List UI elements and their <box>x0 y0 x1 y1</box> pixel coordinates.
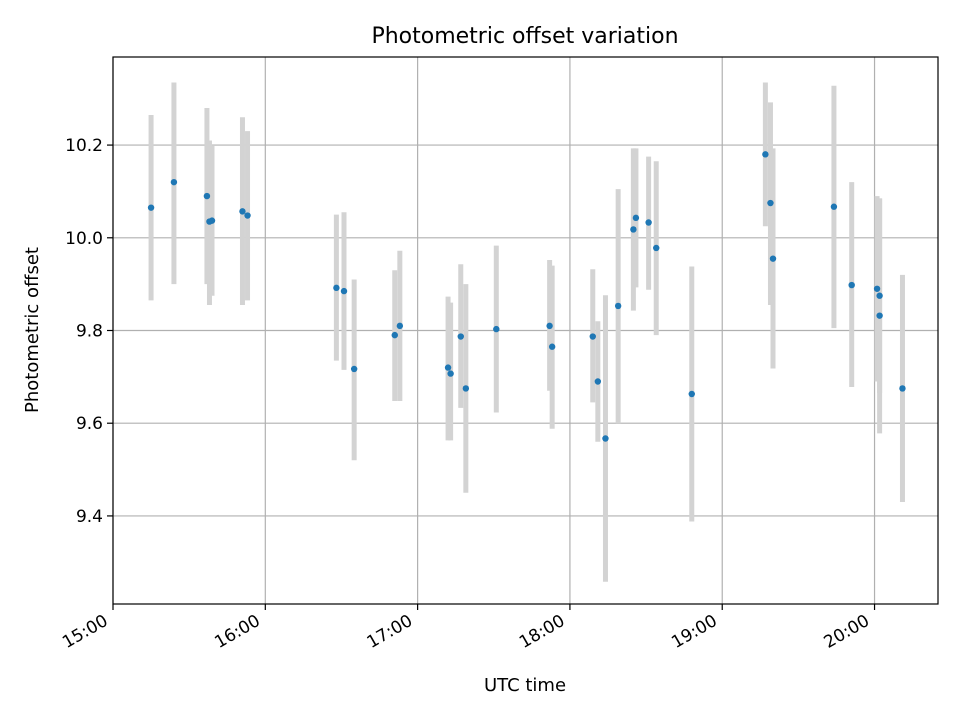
error-bars <box>148 82 905 582</box>
data-point <box>873 285 881 292</box>
data-point <box>462 385 470 392</box>
data-point <box>333 284 340 292</box>
data-point <box>769 255 777 262</box>
data-point <box>630 226 637 233</box>
data-point <box>653 244 660 252</box>
x-tick-label: 19:00 <box>668 611 720 653</box>
data-point <box>546 322 553 330</box>
data-point <box>848 281 855 289</box>
data-point <box>340 287 348 295</box>
data-point <box>208 217 216 224</box>
y-tick-label: 9.4 <box>76 507 103 527</box>
data-point <box>548 343 556 350</box>
data-point <box>602 435 609 442</box>
data-point <box>147 204 155 211</box>
x-tick-label: 15:00 <box>59 611 111 653</box>
data-point <box>614 302 622 310</box>
data-point <box>645 219 652 226</box>
y-tick-label: 9.6 <box>76 414 103 434</box>
data-point <box>594 378 602 385</box>
data-point <box>767 199 774 207</box>
data-point <box>899 385 906 392</box>
data-point <box>170 178 178 186</box>
data-point <box>876 292 883 299</box>
grid-lines <box>112 57 938 604</box>
x-tick-label: 20:00 <box>821 611 873 653</box>
data-point <box>244 212 251 219</box>
data-point <box>447 370 454 377</box>
y-tick-label: 10.0 <box>65 229 103 249</box>
y-tick-label: 10.2 <box>65 136 103 156</box>
data-point <box>396 322 404 330</box>
x-axis-ticks: 15:00 16:00 17:00 18:00 19:00 20:00 <box>59 604 876 653</box>
data-point <box>493 325 500 333</box>
y-tick-label: 9.8 <box>76 322 103 342</box>
data-point <box>444 364 452 371</box>
data-point <box>239 208 246 215</box>
y-axis-ticks: 9.4 9.6 9.8 10.0 10.2 <box>65 136 113 527</box>
data-point <box>203 192 211 200</box>
data-point <box>688 390 695 398</box>
data-point <box>457 333 464 340</box>
x-tick-label: 16:00 <box>211 611 263 653</box>
data-points <box>147 151 906 442</box>
data-point <box>350 365 358 373</box>
data-point <box>589 333 596 340</box>
x-tick-label: 17:00 <box>364 611 416 653</box>
data-point <box>876 312 883 319</box>
chart-title: Photometric offset variation <box>371 24 678 49</box>
x-axis-label: UTC time <box>484 675 566 696</box>
data-point <box>830 203 838 210</box>
data-point <box>632 214 640 222</box>
data-point <box>391 331 398 339</box>
x-tick-label: 18:00 <box>516 611 568 653</box>
y-axis-label: Photometric offset <box>22 247 43 413</box>
data-point <box>762 151 769 158</box>
